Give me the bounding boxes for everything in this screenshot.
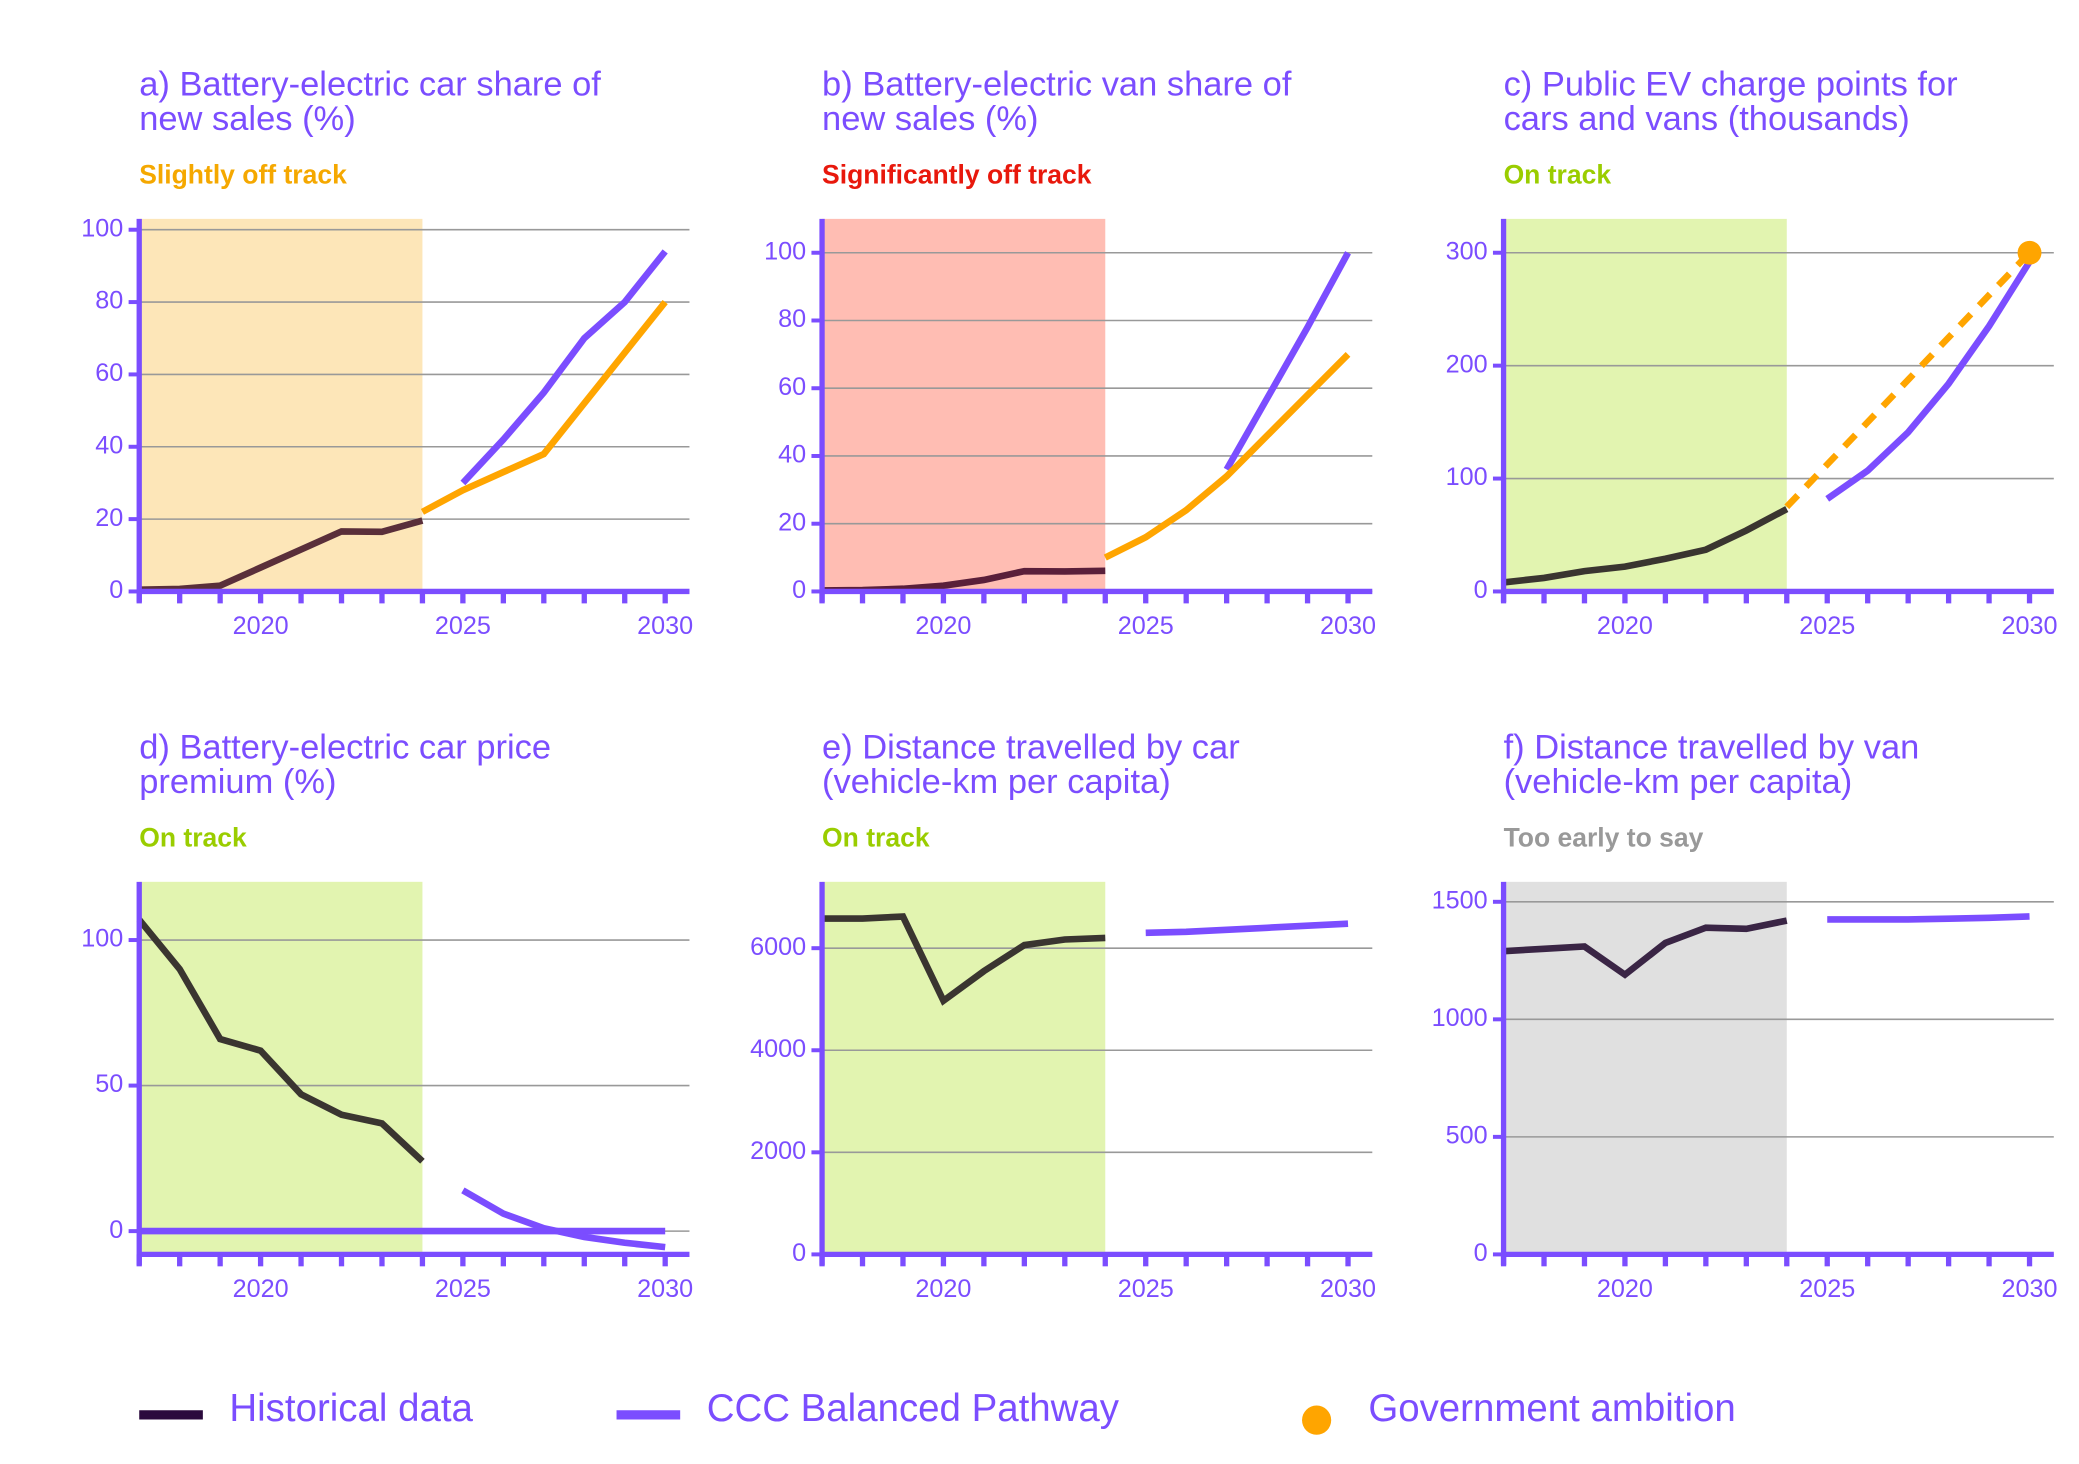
legend-label: Government ambition bbox=[1368, 1387, 1735, 1430]
y-tick-label: 0 bbox=[1474, 1239, 1488, 1267]
chart-title: b) Battery-electric van share of bbox=[822, 65, 1292, 103]
y-tick-label: 20 bbox=[95, 504, 123, 532]
x-tick-label: 2025 bbox=[1118, 612, 1174, 640]
y-tick-label: 80 bbox=[778, 305, 806, 333]
x-tick-label: 2020 bbox=[1597, 1275, 1653, 1303]
chart-title: d) Battery-electric car price bbox=[139, 728, 551, 766]
x-tick-label: 2020 bbox=[915, 1275, 971, 1303]
x-tick-label: 2020 bbox=[233, 612, 289, 640]
status: Too early to say bbox=[1504, 822, 1704, 852]
y-tick-label: 300 bbox=[1446, 237, 1488, 265]
x-tick-label: 2025 bbox=[1799, 612, 1855, 640]
y-tick-label: 2000 bbox=[750, 1137, 806, 1165]
shade bbox=[822, 881, 1106, 1255]
chart-title: c) Public EV charge points for bbox=[1504, 65, 1958, 103]
status: On track bbox=[1504, 159, 1612, 189]
y-tick-label: 1000 bbox=[1432, 1004, 1488, 1032]
series-line bbox=[1503, 506, 1789, 586]
y-tick-label: 1500 bbox=[1432, 886, 1488, 914]
x-tick-label: 2020 bbox=[915, 612, 971, 640]
y-tick-label: 100 bbox=[764, 237, 806, 265]
x-tick-label: 2025 bbox=[435, 1275, 491, 1303]
shade bbox=[1503, 218, 1787, 592]
y-tick-label: 200 bbox=[1446, 350, 1488, 378]
y-tick-label: 4000 bbox=[750, 1035, 806, 1063]
status: Significantly off track bbox=[822, 159, 1092, 189]
x-tick-label: 2020 bbox=[233, 1275, 289, 1303]
y-tick-label: 0 bbox=[109, 576, 123, 604]
series-line bbox=[461, 1187, 666, 1251]
x-tick-label: 2030 bbox=[2002, 1275, 2058, 1303]
y-tick-label: 60 bbox=[778, 373, 806, 401]
chart-title: e) Distance travelled by car bbox=[822, 728, 1240, 766]
x-tick-label: 2030 bbox=[1320, 1275, 1376, 1303]
y-tick-label: 0 bbox=[792, 1239, 806, 1267]
status: On track bbox=[822, 822, 930, 852]
status: Slightly off track bbox=[139, 159, 347, 189]
y-tick-label: 60 bbox=[95, 359, 123, 387]
series-line bbox=[136, 917, 425, 1164]
y-tick-label: 6000 bbox=[750, 933, 806, 961]
y-tick-label: 0 bbox=[792, 576, 806, 604]
shade bbox=[139, 218, 423, 592]
x-tick-label: 2025 bbox=[435, 612, 491, 640]
series-line bbox=[1503, 917, 1788, 979]
ambition-point bbox=[2017, 240, 2042, 265]
x-tick-label: 2020 bbox=[1597, 612, 1653, 640]
series-line bbox=[1145, 920, 1349, 937]
chart-title: new sales (%) bbox=[139, 100, 355, 138]
status: On track bbox=[139, 822, 247, 852]
chart-title: (vehicle-km per capita) bbox=[822, 763, 1171, 801]
y-tick-label: 500 bbox=[1446, 1122, 1488, 1150]
y-tick-label: 80 bbox=[95, 287, 123, 315]
chart-title: f) Distance travelled by van bbox=[1504, 728, 1920, 766]
chart-title: (vehicle-km per capita) bbox=[1504, 763, 1853, 801]
legend-label: CCC Balanced Pathway bbox=[707, 1387, 1120, 1430]
series-line bbox=[1827, 913, 2030, 923]
shade bbox=[822, 218, 1106, 592]
x-tick-label: 2025 bbox=[1118, 1275, 1174, 1303]
x-tick-label: 2030 bbox=[1320, 612, 1376, 640]
series-line bbox=[1223, 251, 1351, 472]
chart-title: premium (%) bbox=[139, 763, 336, 801]
y-tick-label: 100 bbox=[81, 925, 123, 953]
y-tick-label: 0 bbox=[1474, 576, 1488, 604]
legend-label: Historical data bbox=[229, 1387, 473, 1430]
x-tick-label: 2030 bbox=[637, 1275, 693, 1303]
series-line bbox=[139, 517, 424, 593]
series-line bbox=[460, 249, 668, 486]
y-tick-label: 100 bbox=[81, 214, 123, 242]
x-tick-label: 2030 bbox=[637, 612, 693, 640]
series-line bbox=[822, 913, 1106, 1006]
legend-marker bbox=[1302, 1405, 1332, 1435]
series-line bbox=[1103, 352, 1351, 561]
series-line bbox=[1784, 250, 2032, 510]
y-tick-label: 0 bbox=[109, 1216, 123, 1244]
y-tick-label: 40 bbox=[95, 431, 123, 459]
chart-title: cars and vans (thousands) bbox=[1504, 100, 1910, 138]
chart-title: new sales (%) bbox=[822, 100, 1038, 138]
shade bbox=[1503, 881, 1787, 1255]
chart-title: a) Battery-electric car share of bbox=[139, 65, 601, 103]
series-line bbox=[420, 300, 668, 515]
x-tick-label: 2025 bbox=[1799, 1275, 1855, 1303]
y-tick-label: 100 bbox=[1446, 463, 1488, 491]
y-tick-label: 20 bbox=[778, 508, 806, 536]
y-tick-label: 50 bbox=[95, 1070, 123, 1098]
x-tick-label: 2030 bbox=[2002, 612, 2058, 640]
y-tick-label: 40 bbox=[778, 441, 806, 469]
series-line bbox=[1825, 260, 2033, 502]
